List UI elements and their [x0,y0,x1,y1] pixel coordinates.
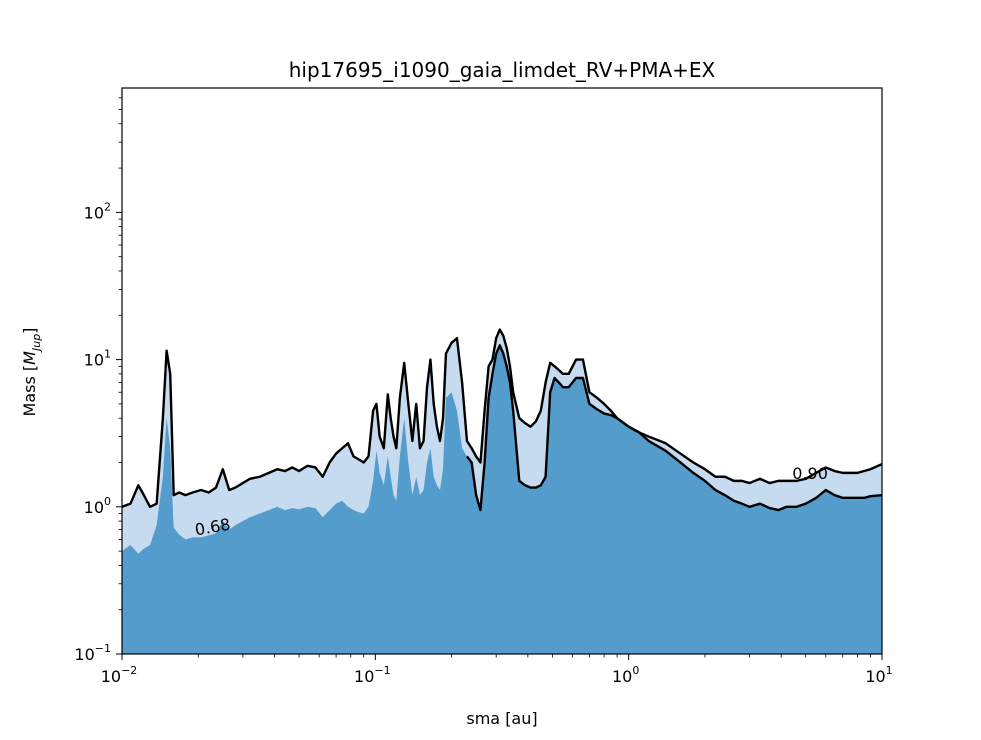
contour-label: 0.90 [792,464,828,483]
y-axis-label: Mass [MJup] [20,328,43,417]
x-tick-label: 10−1 [354,664,391,686]
y-axis-label-subscript: Jup [30,334,43,353]
contour-line-090 [122,328,882,508]
x-tick-label: 101 [865,664,892,686]
x-tick-label: 100 [612,664,639,686]
x-axis-label: sma [au] [466,709,537,728]
y-axis-label-suffix: ] [20,328,39,334]
contour-line-068 [466,344,882,512]
y-axis-label-symbol: M [20,351,39,365]
chart-title: hip17695_i1090_gaia_limdet_RV+PMA+EX [289,58,716,82]
region-fill-068 [122,345,882,654]
plot-area: 0.680.90 [122,328,882,654]
x-tick-label: 10−2 [101,664,138,686]
y-tick-label: 100 [84,495,111,517]
y-tick-label: 101 [84,348,111,370]
y-tick-label: 10−1 [74,642,111,664]
plot-frame [121,87,883,655]
y-axis-label-prefix: Mass [ [20,365,39,417]
y-tick-label: 102 [84,200,111,222]
